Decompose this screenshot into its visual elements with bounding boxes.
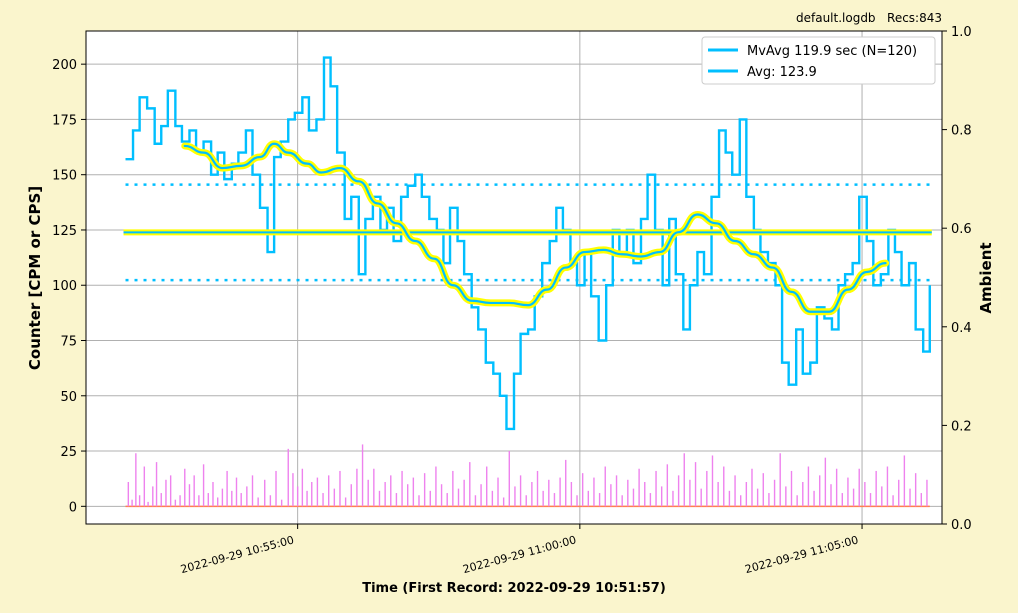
y-tick-label: 50: [60, 390, 77, 405]
y2-tick-label: 0.8: [951, 124, 972, 139]
header-info: default.logdb Recs:843: [796, 11, 942, 25]
y-tick-label: 200: [52, 58, 77, 73]
plot-area: [86, 31, 942, 524]
y-tick-label: 25: [60, 445, 77, 460]
series-cps: [127, 444, 928, 507]
x-axis-label: Time (First Record: 2022-09-29 10:51:57): [362, 581, 666, 596]
y2-tick-label: 1.0: [951, 25, 972, 40]
legend-label-avg: Avg: 123.9: [747, 65, 817, 80]
legend-label-mvavg: MvAvg 119.9 sec (N=120): [747, 44, 917, 59]
series-layer: [123, 56, 932, 508]
legend-box: [701, 36, 936, 85]
x-tick-label: 2022-09-29 10:55:00: [179, 533, 295, 576]
y-axis-label-right: Ambient: [977, 242, 995, 313]
y2-tick-label: 0.6: [951, 222, 972, 237]
y-tick-label: 0: [69, 500, 77, 515]
record-count: Recs:843: [887, 11, 942, 25]
y-tick-label: 150: [52, 169, 77, 184]
y-tick-label: 175: [52, 113, 77, 128]
mvavg-line: [183, 142, 887, 313]
y2-tick-label: 0.2: [951, 419, 972, 434]
y-tick-label: 125: [52, 224, 77, 239]
y2-tick-label: 0.0: [951, 518, 972, 533]
y-tick-label: 75: [60, 335, 77, 350]
y-tick-label: 100: [52, 279, 77, 294]
x-tick-label: 2022-09-29 11:05:00: [744, 533, 860, 576]
series-cpm-line: [125, 56, 931, 431]
legend: MvAvg 119.9 sec (N=120) Avg: 123.9: [701, 36, 936, 85]
y-axis-label-left: Counter [CPM or CPS]: [26, 186, 44, 370]
plot-frame: [85, 30, 943, 525]
x-tick-label: 2022-09-29 11:00:00: [461, 533, 577, 576]
y2-tick-label: 0.4: [951, 321, 972, 336]
file-name: default.logdb: [795, 11, 876, 25]
